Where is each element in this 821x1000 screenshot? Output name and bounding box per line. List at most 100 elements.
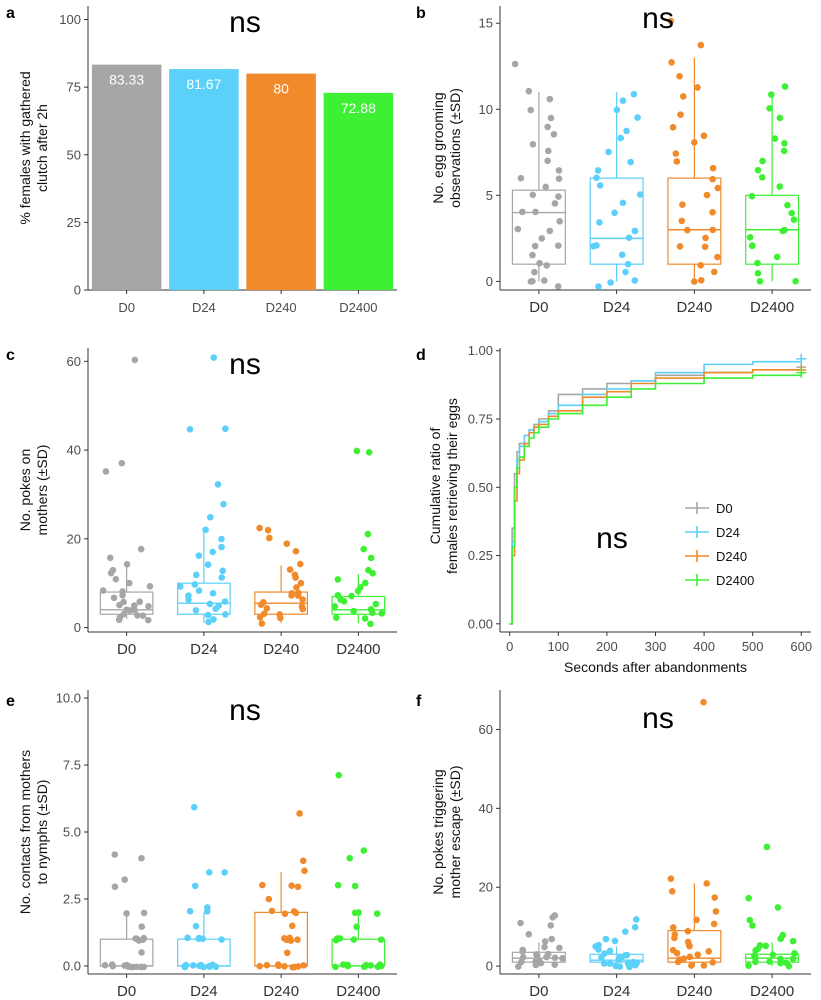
data-point [556,944,563,952]
box-D2400 [745,83,800,285]
data-point [287,937,295,944]
significance-label: ns [229,694,261,727]
y-tick-label: 50 [67,147,81,162]
y-axis-label: No. pokes triggeringmother escape (±SD) [430,766,463,899]
data-point [781,83,789,90]
data-point [337,596,344,603]
data-point [595,946,602,953]
data-point [257,601,265,608]
data-point [694,84,701,91]
data-point [697,41,705,49]
data-point [264,526,272,534]
data-point [667,875,675,883]
data-point [294,936,301,944]
data-point [543,953,550,961]
data-point [301,867,308,875]
data-point [595,283,602,290]
data-point [292,574,299,581]
data-point [517,919,524,927]
data-point [293,584,300,591]
data-point [693,916,700,924]
y-tick-label: 60 [479,722,493,737]
x-tick-label: D24 [192,300,216,315]
y-tick-label: 0 [486,274,493,289]
data-point [624,260,632,268]
data-point [538,235,546,242]
data-point [99,587,107,594]
data-point [669,123,677,131]
data-point [351,909,359,917]
y-axis-label-line: mothers (±SD) [34,445,50,536]
y-axis-label: % females with gatheredclutch after 2h [17,71,50,224]
data-point [139,612,147,620]
data-point [686,942,693,950]
data-point [203,908,211,915]
data-point [111,851,119,858]
data-point [292,548,300,555]
data-point [210,354,218,361]
y-axis-label: No. pokes onmothers (±SD) [17,445,50,536]
data-point [669,924,677,931]
x-tick-label: D24 [603,983,631,1000]
x-tick-label: D2400 [336,983,380,1000]
bar-value-label: 83.33 [109,72,144,88]
panel-letter: e [6,693,15,710]
data-point [766,958,773,965]
y-tick-label: 0 [74,620,81,635]
data-point [543,262,550,269]
legend: D0 D24 D240 D2400 [685,501,754,588]
data-point [785,962,793,970]
data-point [667,17,675,25]
data-point [109,962,117,970]
y-tick-label: 40 [67,443,81,458]
data-point [131,356,139,364]
x-tick-label: D0 [117,641,136,658]
data-point [296,810,303,817]
data-point [136,598,144,606]
data-point [789,955,797,963]
data-point [218,535,225,543]
y-tick-label: 75 [67,80,81,95]
data-point [296,560,304,568]
y-tick-label: 0 [486,959,493,974]
x-tick-label: D2400 [339,300,377,315]
y-axis-label-line: observations (±SD) [447,88,463,208]
y-tick-label: 100 [59,12,81,27]
data-point [684,226,691,234]
data-point [292,909,300,917]
data-point [139,936,147,943]
data-point [200,963,207,971]
y-tick-label: 0.75 [468,412,493,427]
data-point [714,253,721,261]
y-axis-label: No. egg groomingobservations (±SD) [430,88,463,208]
data-point [350,607,358,615]
box-D0 [99,851,154,971]
data-point [133,935,140,942]
data-point [686,953,694,961]
data-point [532,208,539,216]
data-point [138,923,146,931]
legend-key-D2400 [685,574,709,586]
data-point [789,937,797,945]
data-point [763,843,771,851]
data-point [192,607,200,614]
data-point [668,58,675,66]
data-point [353,447,361,455]
data-point [221,869,228,876]
data-point [555,193,562,200]
data-point [679,201,686,208]
x-tick-label: D240 [676,299,712,316]
x-tick-label: D24 [603,299,631,316]
bar-value-label: 72.88 [341,100,376,116]
x-tick-label: D240 [263,641,299,658]
data-point [101,961,109,969]
data-point [218,574,226,581]
data-point [771,135,779,142]
data-point [611,937,619,945]
box-iqr [589,953,644,963]
data-point [222,611,229,618]
x-tick-label: 200 [596,639,618,654]
data-point [511,60,519,68]
data-point [186,426,194,433]
data-point [146,583,154,590]
